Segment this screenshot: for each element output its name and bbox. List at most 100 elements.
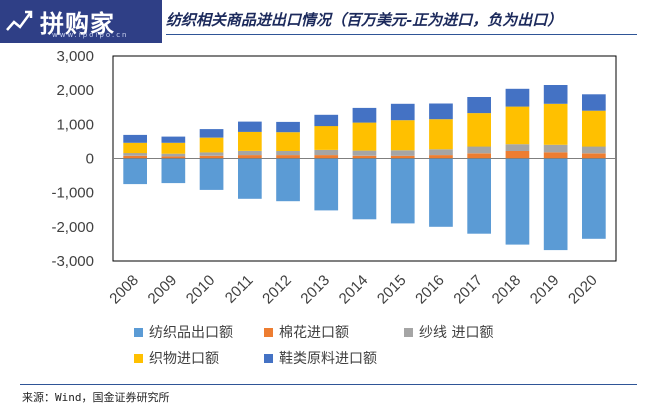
legend-label: 织物进口额 bbox=[149, 351, 219, 367]
bar-segment bbox=[352, 107, 377, 123]
bar-segment bbox=[467, 158, 491, 234]
bar-segment bbox=[582, 94, 606, 111]
x-tick-label: 2008 bbox=[106, 272, 142, 308]
bar-segment bbox=[429, 158, 453, 227]
y-tick-label: -1,000 bbox=[51, 185, 94, 202]
source-note: 来源：Wind，国金证券研究所 bbox=[22, 391, 170, 404]
bar-segment bbox=[352, 150, 377, 156]
bar-segment bbox=[390, 150, 415, 156]
bar-segment bbox=[238, 131, 262, 151]
bar-segment bbox=[199, 152, 224, 156]
bar-segment bbox=[582, 158, 606, 239]
bar-segment bbox=[314, 158, 339, 211]
legend-swatch bbox=[404, 328, 413, 337]
chart-title: 纺织相关商品进出口情况（百万美元-正为进口，负为出口） bbox=[166, 11, 563, 29]
legend-label: 鞋类原料进口额 bbox=[279, 351, 377, 367]
bar-segment bbox=[429, 119, 453, 150]
title-divider bbox=[166, 34, 637, 35]
legend-label: 纺织品出口额 bbox=[149, 325, 233, 341]
x-tick-label: 2015 bbox=[374, 272, 410, 308]
bar-segment bbox=[276, 151, 300, 156]
bar-segment bbox=[238, 155, 262, 159]
x-tick-label: 2013 bbox=[297, 272, 333, 308]
y-axis-ticks: 3,000 2,000 1,000 0 -1,000 -2,000 -3,000 bbox=[51, 48, 94, 270]
legend-label: 纱线 进口额 bbox=[419, 325, 493, 341]
x-tick-label: 2012 bbox=[259, 272, 295, 308]
x-tick-label: 2014 bbox=[336, 272, 372, 308]
bar-segment bbox=[161, 153, 186, 157]
bar-segment bbox=[238, 158, 262, 199]
bar-segment bbox=[505, 144, 530, 151]
legend-swatch bbox=[264, 354, 273, 363]
bar-segment bbox=[505, 158, 530, 245]
x-tick-label: 2019 bbox=[527, 272, 563, 308]
bar-segment bbox=[161, 136, 186, 143]
bar-segment bbox=[429, 149, 453, 156]
bar-segment bbox=[161, 158, 186, 184]
bar-segment bbox=[390, 158, 415, 224]
bar-segment bbox=[352, 158, 377, 220]
bar-segment bbox=[199, 155, 224, 159]
bar-segment bbox=[582, 153, 606, 159]
logo-brand: 拼购家 bbox=[40, 10, 115, 38]
legend-label: 棉花进口额 bbox=[279, 324, 349, 341]
bar-segment bbox=[390, 155, 415, 159]
x-tick-label: 2020 bbox=[565, 272, 601, 308]
bar-segment bbox=[467, 146, 491, 154]
y-tick-label: -2,000 bbox=[51, 219, 94, 236]
bar-segment bbox=[582, 110, 606, 147]
x-tick-label: 2011 bbox=[222, 272, 257, 307]
y-tick-label: -3,000 bbox=[51, 253, 94, 270]
bar-segment bbox=[467, 97, 491, 114]
y-tick-label: 3,000 bbox=[56, 48, 94, 65]
x-tick-label: 2010 bbox=[183, 272, 219, 308]
bar-segment bbox=[123, 158, 147, 185]
chart-trend-icon bbox=[6, 10, 33, 31]
bar-segment bbox=[543, 144, 568, 153]
bar-segment bbox=[276, 121, 300, 133]
bar-segment bbox=[123, 155, 147, 159]
bar-segment bbox=[543, 85, 568, 104]
y-tick-label: 0 bbox=[86, 151, 94, 168]
logo: 拼购家 www.ipoipo.cn bbox=[0, 0, 162, 43]
x-tick-label: 2018 bbox=[489, 272, 525, 308]
bar-segment bbox=[276, 158, 300, 202]
bar-segment bbox=[505, 151, 530, 159]
bar-segment bbox=[543, 103, 568, 145]
x-axis-ticks: 2008 2009 2010 2011 2012 2013 2014 2015 2016 2017… bbox=[106, 272, 600, 308]
bar-segment bbox=[276, 132, 300, 151]
bar-segment bbox=[352, 122, 377, 151]
bar-segment bbox=[429, 103, 453, 120]
bar-segment bbox=[314, 155, 339, 159]
bar-segment bbox=[161, 156, 186, 159]
bar-segment bbox=[390, 120, 415, 151]
bar-segment bbox=[352, 155, 377, 159]
legend-swatch bbox=[134, 328, 143, 337]
y-tick-label: 2,000 bbox=[56, 82, 94, 99]
bar-segment bbox=[123, 142, 147, 154]
bar-segment bbox=[582, 146, 606, 154]
bar-segment bbox=[467, 113, 491, 147]
bar-segment bbox=[123, 134, 147, 143]
x-tick-label: 2017 bbox=[450, 272, 486, 308]
legend-swatch bbox=[264, 328, 273, 337]
bar-segment bbox=[238, 151, 262, 156]
legend-swatch bbox=[134, 354, 143, 363]
x-tick-label: 2016 bbox=[412, 272, 448, 308]
logo-url: www.ipoipo.cn bbox=[52, 31, 129, 39]
x-tick-label: 2009 bbox=[145, 272, 181, 308]
bar-segment bbox=[123, 153, 147, 156]
bar-segment bbox=[314, 126, 339, 150]
y-tick-label: 1,000 bbox=[56, 116, 94, 133]
source-divider bbox=[20, 384, 637, 385]
bar-segment bbox=[314, 114, 339, 127]
bar-segment bbox=[505, 88, 530, 107]
bar-segment bbox=[238, 121, 262, 132]
bar-segment bbox=[276, 155, 300, 159]
bar-segment bbox=[543, 152, 568, 159]
bar-segment bbox=[199, 129, 224, 138]
bar-segment bbox=[199, 137, 224, 153]
bar-segment bbox=[467, 153, 491, 159]
